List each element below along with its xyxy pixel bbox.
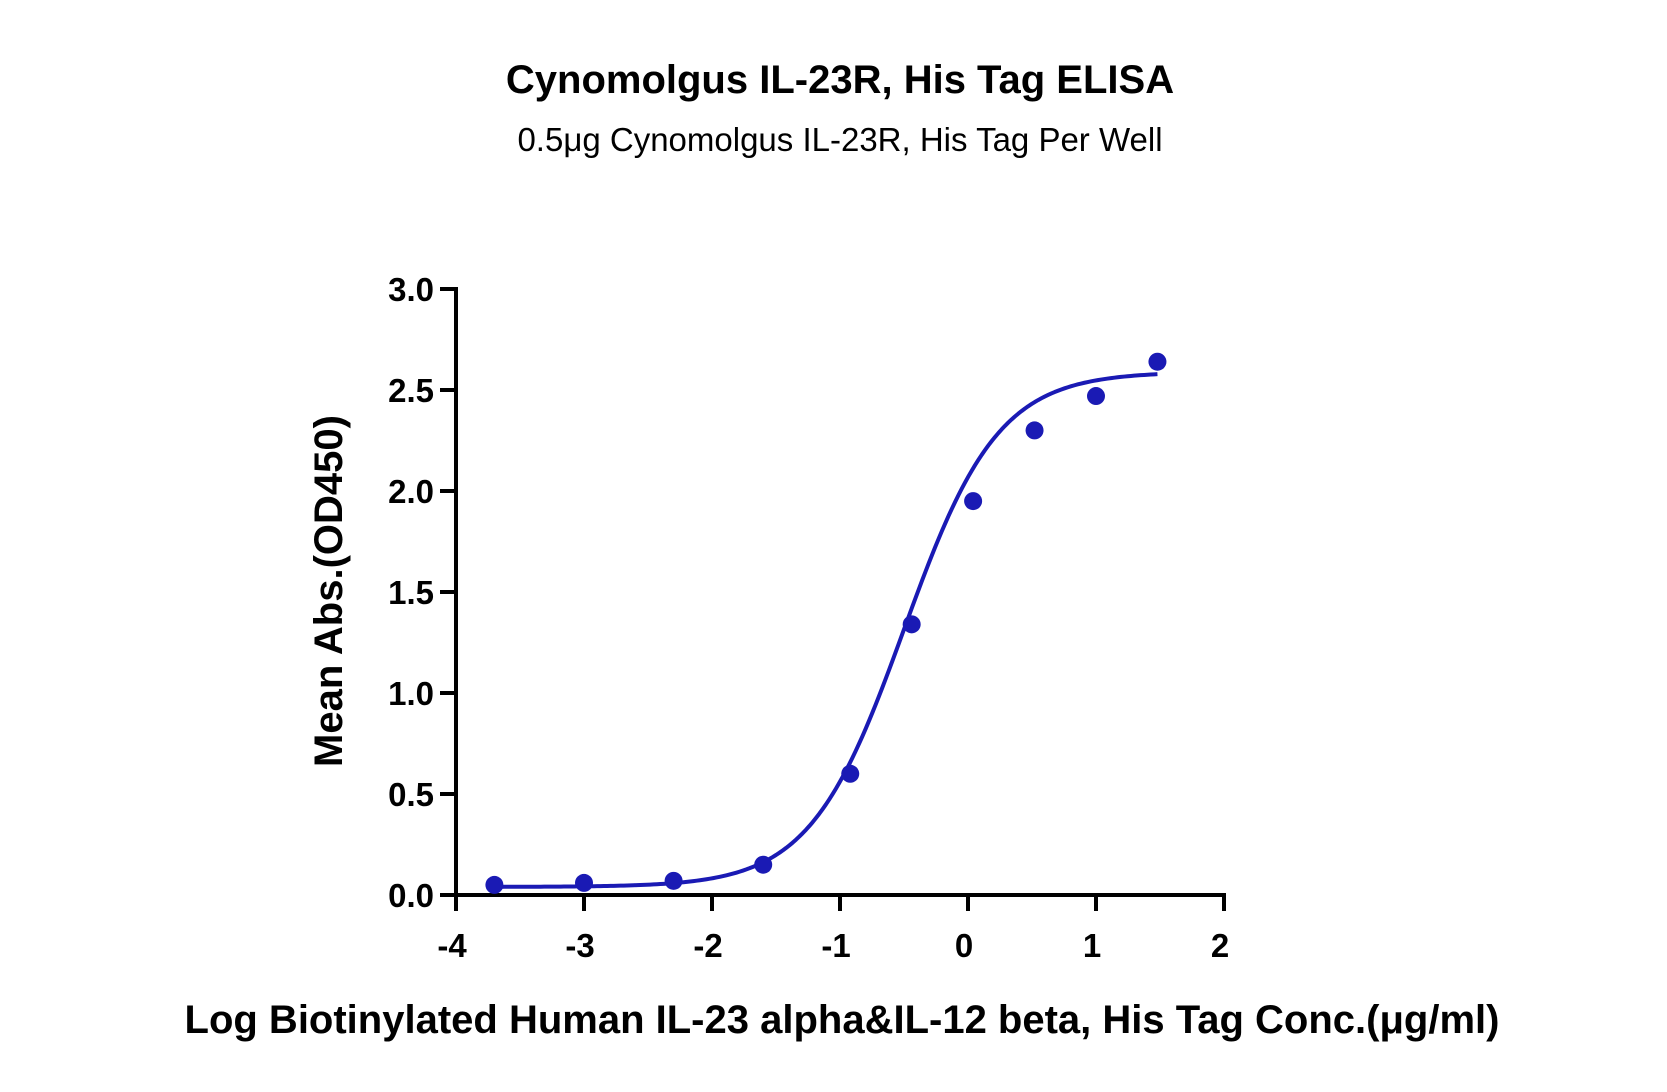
data-point <box>575 873 593 892</box>
x-tick-label: -3 <box>565 927 594 964</box>
y-axis-title: Mean Abs.(OD450) <box>307 415 351 767</box>
fit-layer <box>494 372 1158 889</box>
y-tick-label: 0.5 <box>388 776 434 813</box>
chart-title: Cynomolgus IL-23R, His Tag ELISA <box>506 58 1174 102</box>
data-point <box>964 492 983 511</box>
data-point <box>902 615 921 634</box>
data-point <box>485 875 504 894</box>
y-tick-label: 0.0 <box>388 877 434 914</box>
chart-subtitle: 0.5μg Cynomolgus IL-23R, His Tag Per Wel… <box>517 121 1162 158</box>
axes: 0.0 0.5 1.0 1.5 2.0 2.5 3.0 -4 -3 -2 -1 0 1 2 <box>388 271 1229 964</box>
x-tick-label: -4 <box>437 927 467 964</box>
y-tick-label: 2.0 <box>388 473 434 510</box>
data-point <box>841 764 860 783</box>
y-tick-label: 1.0 <box>388 675 434 712</box>
x-tick-label: -1 <box>821 927 850 964</box>
x-tick-label: 1 <box>1083 927 1101 964</box>
data-point <box>1025 421 1044 440</box>
x-axis-title: Log Biotinylated Human IL-23 alpha&IL-12… <box>185 998 1500 1042</box>
data-point <box>1087 387 1105 406</box>
y-tick-label: 1.5 <box>388 574 434 611</box>
data-point <box>754 855 773 874</box>
x-tick-label: 2 <box>1211 927 1229 964</box>
points-layer <box>485 352 1167 894</box>
data-point <box>664 871 683 890</box>
fit-curve <box>494 372 1158 889</box>
x-tick-label: 0 <box>955 927 973 964</box>
x-tick-label: -2 <box>693 927 722 964</box>
y-tick-label: 2.5 <box>388 372 434 409</box>
y-tick-label: 3.0 <box>388 271 434 308</box>
data-point <box>1148 352 1167 371</box>
